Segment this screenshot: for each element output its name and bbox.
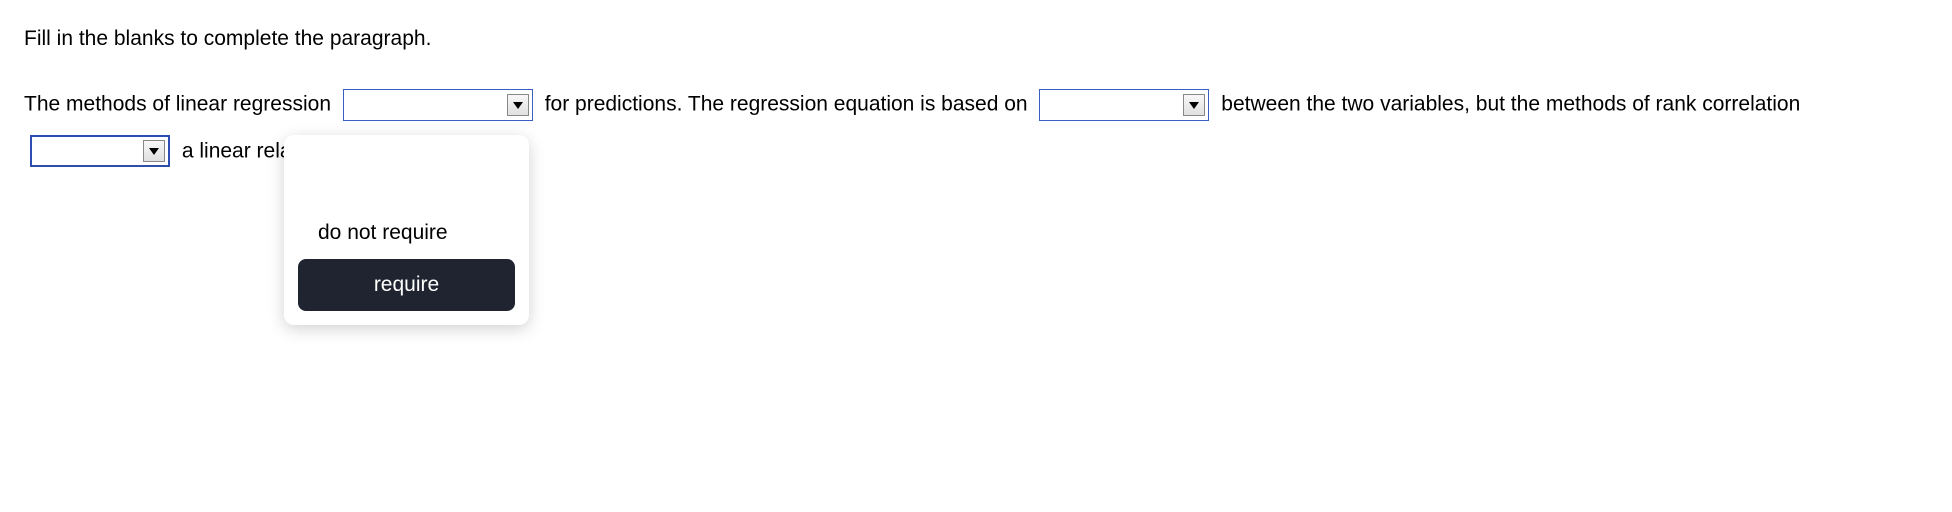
dropdown-option-do-not-require[interactable]: do not require bbox=[298, 207, 515, 259]
select-box-3[interactable] bbox=[30, 135, 170, 167]
instruction-text: Fill in the blanks to complete the parag… bbox=[24, 24, 1928, 53]
dropdown-spacer bbox=[298, 149, 515, 207]
blank-select-2[interactable] bbox=[1039, 89, 1209, 121]
dropdown-menu: do not require require bbox=[284, 135, 529, 325]
select-box-2[interactable] bbox=[1039, 89, 1209, 121]
text-segment-2: for predictions. The regression equation… bbox=[545, 93, 1028, 116]
select-box-1[interactable] bbox=[343, 89, 533, 121]
chevron-down-icon bbox=[507, 94, 529, 116]
blank-select-1[interactable] bbox=[343, 89, 533, 121]
text-segment-1: The methods of linear regression bbox=[24, 93, 331, 116]
dropdown-option-require[interactable]: require bbox=[298, 259, 515, 311]
blank-select-3[interactable] bbox=[30, 135, 170, 167]
text-segment-3: between the two variables, but the metho… bbox=[1221, 93, 1800, 116]
chevron-down-icon bbox=[143, 140, 165, 162]
chevron-down-icon bbox=[1183, 94, 1205, 116]
